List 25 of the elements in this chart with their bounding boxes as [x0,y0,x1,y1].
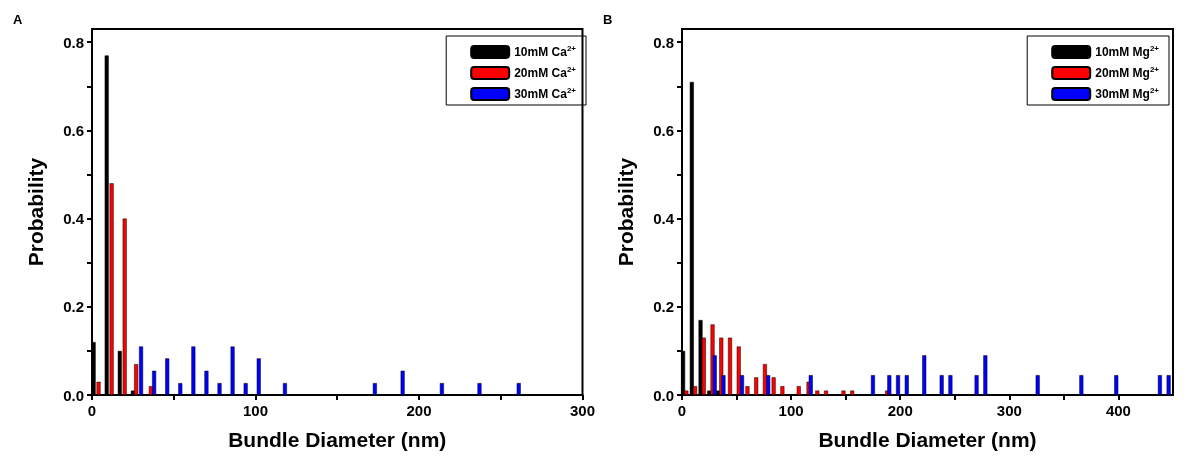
x-tick-label: 300 [996,402,1022,419]
x-tick-label: 0 [87,402,97,419]
y-tick-label: 0.0 [63,386,84,404]
x-tick-label: 100 [242,402,269,419]
y-tick-label: 0.4 [653,210,675,228]
x-tick-label: 0 [677,402,687,419]
y-tick-label: 0.6 [653,121,674,139]
x-tick-label: 100 [778,402,804,419]
x-axis-title: Bundle Diameter (nm) [818,428,1037,451]
y-tick-label: 0.2 [63,298,84,316]
y-tick-label: 0.8 [653,33,674,51]
y-tick-label: 0.0 [653,386,674,404]
y-tick-label: 0.6 [63,121,84,139]
y-tick-label: 0.2 [653,298,674,316]
y-axis-title: Probability [24,157,47,267]
x-tick-label: 400 [1105,402,1131,419]
y-tick-label: 0.4 [63,210,85,228]
x-tick-label: 200 [887,402,913,419]
chart-title: A [13,12,23,27]
y-axis-title: Probability [614,157,637,267]
chart-title: B [603,12,613,27]
x-tick-label: 300 [569,402,595,419]
y-tick-label: 0.8 [63,33,84,51]
x-axis-title: Bundle Diameter (nm) [228,428,447,451]
x-tick-label: 200 [406,402,432,419]
